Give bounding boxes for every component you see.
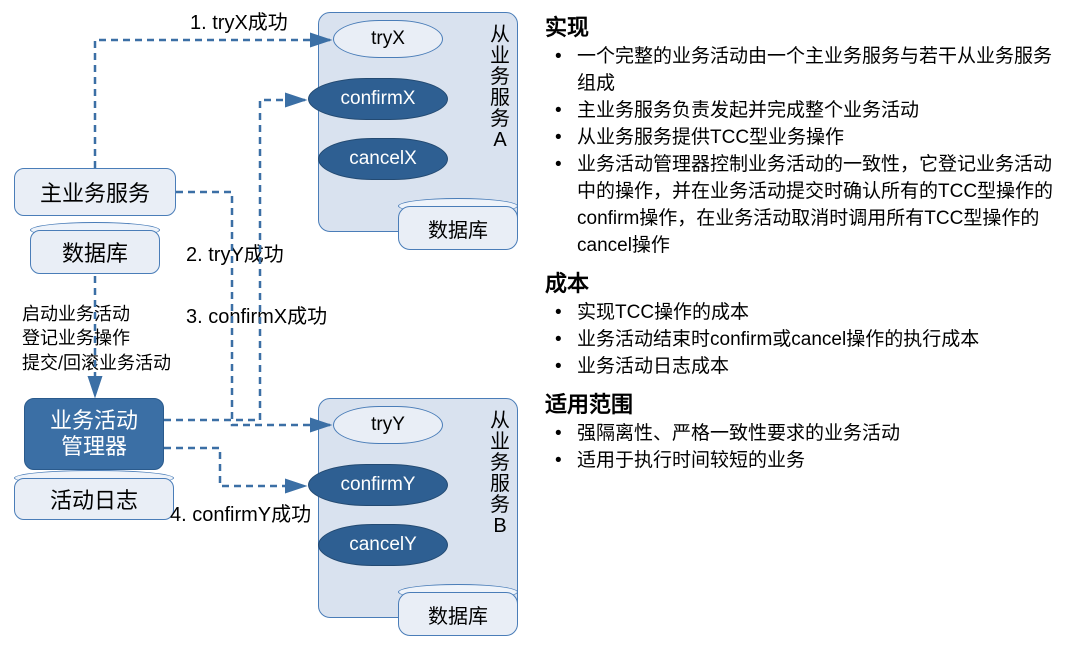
activity-log-box: 活动日志 [14,478,174,520]
service-a-db: 数据库 [398,206,518,250]
list-item: 业务活动结束时confirm或cancel操作的执行成本 [545,327,1070,354]
confirmy-pill: confirmY [308,464,448,506]
section-3-title: 适用范围 [545,387,1070,419]
cancely-pill: cancelY [318,524,448,566]
confirmy-label: confirmY [341,474,416,496]
cancelx-pill: cancelX [318,138,448,180]
section-3-list: 强隔离性、严格一致性要求的业务活动 适用于执行时间较短的业务 [545,421,1070,475]
main-service-box: 主业务服务 [14,168,176,216]
edge-label-4: 4. confirmY成功 [170,498,311,527]
section-1-list: 一个完整的业务活动由一个主业务服务与若干从业务服务组成 主业务服务负责发起并完成… [545,44,1070,260]
service-a-label: 从业务服务A [489,25,511,151]
cancely-label: cancelY [349,534,417,556]
tryy-pill: tryY [333,406,443,444]
list-item: 业务活动日志成本 [545,354,1070,381]
list-item: 业务活动管理器控制业务活动的一致性，它登记业务活动中的操作，并在业务活动提交时确… [545,152,1070,260]
list-item: 适用于执行时间较短的业务 [545,448,1070,475]
service-b-db-label: 数据库 [428,600,488,629]
activity-manager-box: 业务活动 管理器 [24,398,164,470]
side-annotation: 启动业务活动 登记业务操作 提交/回滚业务活动 [22,302,171,375]
section-1-title: 实现 [545,10,1070,42]
service-b-db: 数据库 [398,592,518,636]
section-2-title: 成本 [545,266,1070,298]
confirmx-label: confirmX [341,88,416,110]
list-item: 主业务服务负责发起并完成整个业务活动 [545,98,1070,125]
side-line-3: 提交/回滚业务活动 [22,351,171,375]
list-item: 强隔离性、严格一致性要求的业务活动 [545,421,1070,448]
edge-label-1: 1. tryX成功 [190,6,288,35]
list-item: 从业务服务提供TCC型业务操作 [545,125,1070,152]
list-item: 实现TCC操作的成本 [545,300,1070,327]
section-2-list: 实现TCC操作的成本 业务活动结束时confirm或cancel操作的执行成本 … [545,300,1070,381]
diagram-area: 主业务服务 数据库 启动业务活动 登记业务操作 提交/回滚业务活动 业务活动 管… [0,0,545,662]
tryy-label: tryY [371,414,405,436]
service-b-label: 从业务服务B [489,411,511,537]
service-a-db-label: 数据库 [428,214,488,243]
main-service-label: 主业务服务 [40,176,150,208]
activity-log-label: 活动日志 [50,483,138,515]
confirmx-pill: confirmX [308,78,448,120]
list-item: 一个完整的业务活动由一个主业务服务与若干从业务服务组成 [545,44,1070,98]
side-line-2: 登记业务操作 [22,326,171,350]
side-line-1: 启动业务活动 [22,302,171,326]
cancelx-label: cancelX [349,148,417,170]
activity-manager-label: 业务活动 管理器 [50,408,138,461]
text-area: 实现 一个完整的业务活动由一个主业务服务与若干从业务服务组成 主业务服务负责发起… [545,0,1080,662]
main-db-box: 数据库 [30,230,160,274]
edge-label-3: 3. confirmX成功 [186,300,327,329]
tryx-label: tryX [371,28,405,50]
main-db-label: 数据库 [62,236,128,268]
tryx-pill: tryX [333,20,443,58]
edge-label-2: 2. tryY成功 [186,238,284,267]
